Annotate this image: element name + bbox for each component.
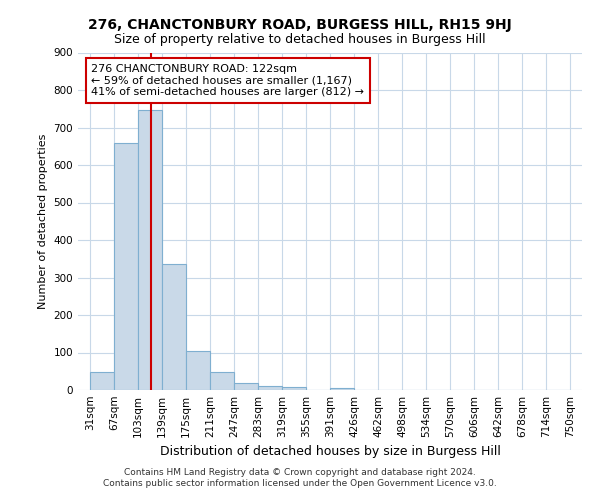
Bar [90,372,114,390]
Bar [114,142,138,390]
Text: 276 CHANCTONBURY ROAD: 122sqm
← 59% of detached houses are smaller (1,167)
41% o: 276 CHANCTONBURY ROAD: 122sqm ← 59% of d… [91,64,364,97]
Y-axis label: Number of detached properties: Number of detached properties [38,134,48,309]
Bar [234,382,258,390]
Text: 276, CHANCTONBURY ROAD, BURGESS HILL, RH15 9HJ: 276, CHANCTONBURY ROAD, BURGESS HILL, RH… [88,18,512,32]
Bar [162,264,186,390]
X-axis label: Distribution of detached houses by size in Burgess Hill: Distribution of detached houses by size … [160,446,500,458]
Bar [186,352,210,390]
Bar [258,386,282,390]
Bar [138,110,162,390]
Bar [282,387,306,390]
Text: Size of property relative to detached houses in Burgess Hill: Size of property relative to detached ho… [114,32,486,46]
Bar [210,372,234,390]
Text: Contains HM Land Registry data © Crown copyright and database right 2024.
Contai: Contains HM Land Registry data © Crown c… [103,468,497,487]
Bar [330,388,354,390]
